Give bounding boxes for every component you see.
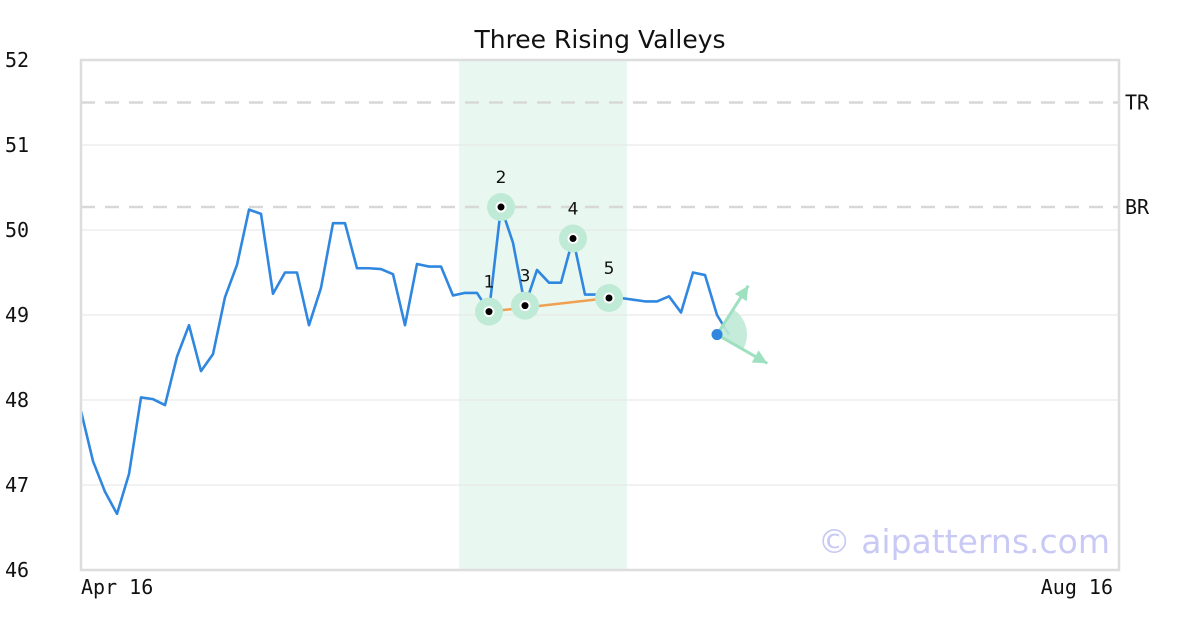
gridlines [81,144,1119,486]
direction-fan [717,309,747,350]
pattern-point-label: 5 [604,259,615,279]
pattern-point [521,302,529,310]
y-tick-label: 49 [5,303,29,327]
y-tick-label: 47 [5,473,29,497]
reference-line-label: BR [1125,195,1150,219]
valley-trend-line [488,296,610,313]
up-arrow-head [734,285,749,302]
y-tick-label: 51 [5,133,29,157]
x-tick-label: Aug 16 [1041,575,1113,599]
pattern-point-label: 3 [520,267,531,287]
pattern-markers: 1 2 3 4 5 [475,168,769,365]
pattern-point-label: 2 [496,168,507,188]
reference-lines: TR BR [81,91,1150,219]
y-tick-label: 48 [5,388,29,412]
pattern-point [497,203,505,211]
y-tick-label: 46 [5,558,29,582]
pattern-point [485,308,493,316]
last-point [711,329,723,341]
chart-title: Three Rising Valleys [473,25,725,54]
pattern-point-label: 1 [484,273,495,293]
price-series [79,205,731,516]
pattern-point [569,235,577,242]
x-tick-label: Apr 16 [81,575,153,599]
y-tick-label: 52 [5,48,29,72]
price-line [79,205,731,516]
reference-line-label: TR [1125,91,1150,115]
pattern-point-label: 4 [568,200,579,220]
pattern-point [605,294,613,302]
down-arrow-head [751,350,768,364]
plot-frame [79,58,1121,572]
watermark: © aipatterns.com [818,522,1110,561]
y-tick-label: 50 [5,218,29,242]
